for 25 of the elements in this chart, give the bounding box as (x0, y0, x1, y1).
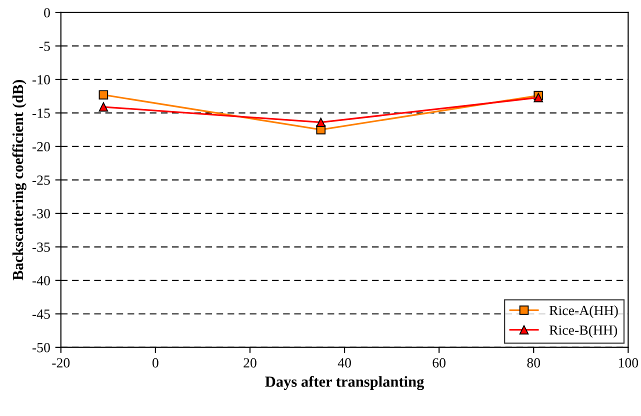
y-tick-label: -45 (32, 310, 50, 319)
x-tick-label: 100 (618, 358, 638, 368)
x-tick-label: -20 (52, 358, 70, 368)
x-tick-label: 20 (244, 358, 256, 368)
y-tick-label: -50 (32, 342, 50, 352)
y-tick-label: -5 (39, 42, 50, 51)
point (98, 90, 108, 100)
legend-label: Rice-A(HH) (549, 305, 618, 318)
y-tick-label: -15 (32, 108, 50, 118)
x-axis-title: Days after transplanting (265, 376, 424, 390)
y-tick-label: -10 (32, 75, 50, 84)
legend-label: Rice-B(HH) (549, 325, 618, 338)
y-tick-label: -35 (32, 242, 50, 252)
point (316, 118, 326, 127)
y-tick-label: -20 (32, 142, 50, 152)
point (98, 102, 108, 112)
y-tick-label: -30 (32, 208, 50, 218)
y-tick-label: -25 (32, 176, 50, 185)
x-tick-label: 80 (527, 358, 540, 368)
y-tick-label: 0 (44, 8, 50, 18)
y-tick-label: -40 (32, 276, 50, 286)
x-tick-label: 0 (152, 358, 158, 368)
x-tick-label: 40 (338, 358, 351, 368)
y-axis-title: Backscattering coefficient (dB) (12, 80, 26, 280)
x-tick-label: 60 (432, 358, 446, 368)
